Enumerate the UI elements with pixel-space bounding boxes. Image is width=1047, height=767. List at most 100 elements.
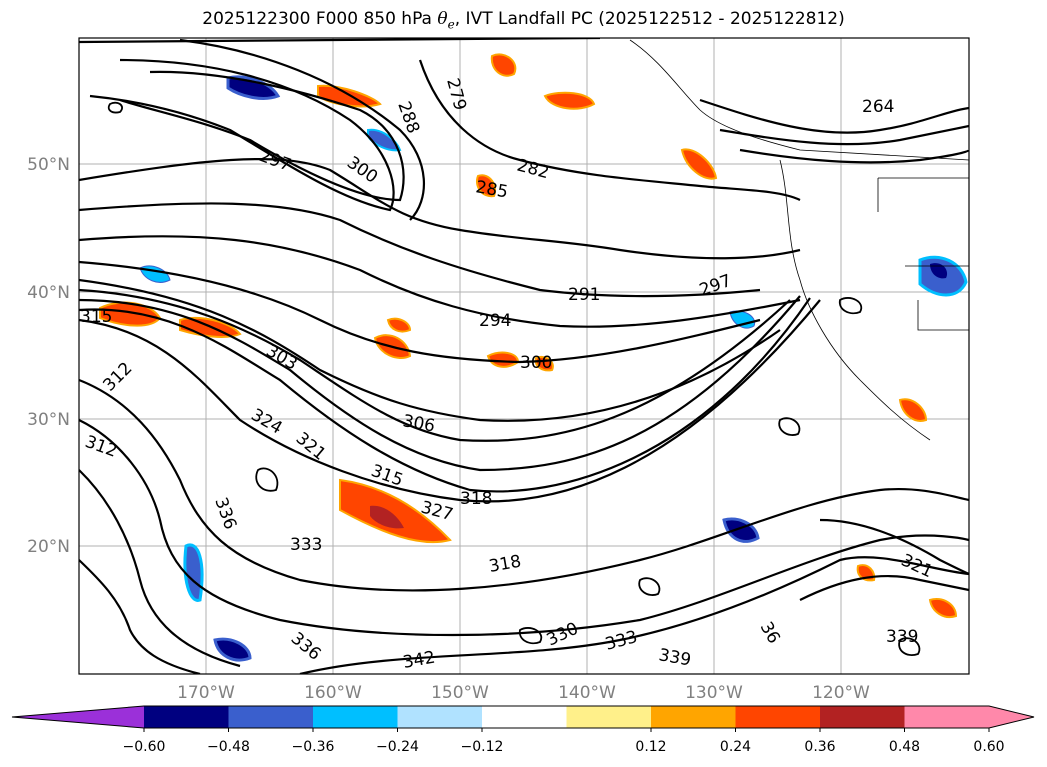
small-contours	[107, 101, 921, 656]
colorbar-bin	[566, 706, 652, 728]
shade-positive-strong	[370, 505, 404, 529]
lon-label: 170°W	[177, 683, 235, 703]
coastline-alaska	[629, 39, 969, 161]
contour-line	[79, 295, 801, 472]
colorbar-bin	[735, 706, 821, 728]
map-frame	[78, 37, 970, 675]
contour-loop	[255, 467, 279, 492]
shade-positive	[339, 478, 452, 544]
colorbar-under-arrow	[12, 706, 144, 728]
shade-positive	[898, 398, 928, 422]
lon-label: 160°W	[304, 683, 362, 703]
contour-line	[819, 518, 969, 576]
colorbar-bin	[820, 706, 905, 728]
shade-positive	[490, 53, 517, 77]
contour-line	[79, 235, 801, 328]
contour-loop	[778, 417, 801, 436]
map-content: 279 288 264 297 300 282 285 291 297 294 …	[79, 38, 969, 674]
lon-label: 130°W	[685, 683, 743, 703]
lat-label: 20°N	[27, 537, 70, 557]
shade-negative	[226, 75, 281, 100]
map-title: 2025122300 F000 850 hPa θe, IVT Landfall…	[0, 9, 1047, 31]
contour-line	[79, 469, 241, 668]
colorbar-tick-label: 0.60	[973, 739, 1004, 755]
contour-line	[79, 278, 781, 422]
latitude-labels: 50°N 40°N 30°N 20°N	[27, 155, 70, 557]
political-borders	[877, 177, 969, 331]
lon-label: 150°W	[431, 683, 489, 703]
contour-loop	[838, 297, 863, 315]
contour-line	[79, 297, 811, 493]
contour-line	[799, 574, 969, 601]
shade-positive	[928, 598, 958, 618]
colorbar-bin	[228, 706, 314, 728]
shade-positive	[476, 174, 496, 198]
contour-line	[699, 98, 969, 134]
contour-label: 294	[479, 311, 511, 331]
contour-line	[719, 124, 969, 146]
contour-line	[89, 58, 395, 212]
lat-label: 40°N	[27, 283, 70, 303]
contour-label: 315	[80, 307, 112, 327]
title-prefix: 2025122300 F000 850 hPa	[202, 9, 438, 29]
shade-positive	[543, 91, 596, 110]
colorbar-tick-label: −0.12	[461, 739, 504, 755]
colorbar-ticks: −0.60 −0.48 −0.36 −0.24 −0.12 0.12 0.24 0.36 0.4…	[123, 728, 1005, 755]
colorbar-tick-label: −0.24	[376, 739, 419, 755]
shade-negative	[213, 637, 252, 662]
contour-loop	[898, 637, 921, 656]
colorbar-tick-label: −0.60	[123, 739, 166, 755]
colorbar-tick-label: 0.24	[720, 739, 751, 755]
contour-line	[79, 202, 761, 298]
lon-label: 140°W	[558, 683, 616, 703]
contour-label: 264	[862, 97, 894, 117]
shade-negative	[722, 517, 760, 543]
lat-label: 30°N	[27, 410, 70, 430]
coastlines	[629, 39, 969, 441]
longitude-labels: 170°W 160°W 150°W 140°W 130°W 120°W	[177, 683, 870, 703]
contour-label: 300	[520, 353, 552, 373]
contour-loop	[107, 101, 123, 114]
contour-loop	[518, 627, 543, 645]
colorbar-over-arrow	[989, 706, 1034, 728]
contour-line	[119, 70, 405, 202]
colorbar-bins	[144, 706, 990, 728]
shade-negative-strong	[930, 263, 948, 279]
contour-line	[79, 288, 791, 442]
lon-label: 120°W	[812, 683, 870, 703]
contour-line	[739, 148, 969, 164]
contour-line	[79, 38, 601, 44]
contour-label: 333	[290, 535, 322, 555]
colorbar-tick-label: 0.48	[889, 739, 920, 755]
contour-label: 339	[886, 627, 918, 647]
contour-line	[79, 158, 801, 260]
contour-line	[179, 38, 426, 221]
colorbar-bin	[482, 706, 567, 728]
colorbar-bin	[313, 706, 398, 728]
contour-loop	[638, 577, 661, 596]
contour-label: 291	[568, 285, 600, 305]
coastline-west-coast	[779, 159, 931, 441]
colorbar: −0.60 −0.48 −0.36 −0.24 −0.12 0.12 0.24 0.36 0.4…	[11, 705, 1035, 755]
theta-e-contours	[79, 38, 969, 674]
lat-label: 50°N	[27, 155, 70, 175]
colorbar-bin	[904, 706, 990, 728]
colorbar-bin	[144, 706, 229, 728]
contour-line	[79, 299, 821, 503]
contour-line	[79, 419, 969, 637]
contour-line	[79, 378, 969, 592]
shade-positive	[680, 148, 718, 180]
colorbar-tick-label: −0.36	[292, 739, 335, 755]
title-theta-sub: e	[447, 17, 455, 32]
title-suffix: , IVT Landfall PC (2025122512 - 20251228…	[454, 9, 845, 29]
shade-positive	[386, 317, 412, 333]
colorbar-bin	[397, 706, 483, 728]
contour-label: 318	[460, 489, 492, 509]
colorbar-tick-label: 0.36	[804, 739, 835, 755]
title-theta: θ	[437, 9, 448, 29]
contour-line	[79, 559, 201, 674]
colorbar-tick-label: −0.48	[207, 739, 250, 755]
colorbar-tick-label: 0.12	[635, 739, 666, 755]
colorbar-bin	[651, 706, 736, 728]
